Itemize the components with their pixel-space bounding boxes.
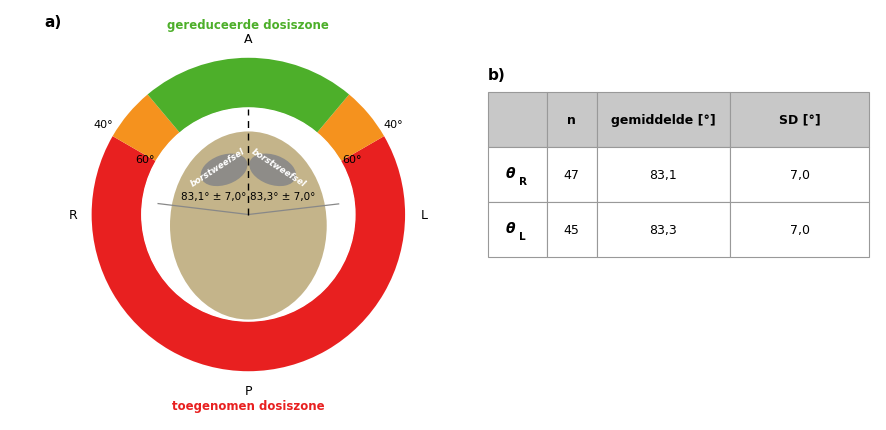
Text: 83,1° ± 7,0°: 83,1° ± 7,0° [181, 191, 246, 201]
Text: 83,1: 83,1 [649, 169, 676, 181]
Bar [487, 147, 547, 203]
Text: b): b) [487, 68, 505, 83]
Bar [487, 203, 547, 257]
Text: 7,0: 7,0 [789, 223, 809, 236]
Text: 40°: 40° [383, 120, 402, 130]
Bar [729, 203, 868, 257]
Ellipse shape [170, 132, 326, 320]
Wedge shape [113, 95, 180, 162]
Bar [729, 147, 868, 203]
Text: 47: 47 [563, 169, 579, 181]
Bar [596, 147, 729, 203]
Bar [487, 92, 547, 147]
Wedge shape [91, 137, 405, 372]
Text: 45: 45 [563, 223, 579, 236]
Text: toegenomen dosiszone: toegenomen dosiszone [172, 399, 324, 412]
Text: 83,3° ± 7,0°: 83,3° ± 7,0° [250, 191, 315, 201]
Text: L: L [518, 231, 525, 241]
Text: θ: θ [505, 221, 515, 236]
Text: L: L [420, 209, 427, 221]
Text: 60°: 60° [135, 155, 154, 165]
Bar [547, 92, 596, 147]
Text: R: R [518, 176, 526, 186]
Text: θ: θ [505, 167, 515, 181]
Text: 7,0: 7,0 [789, 169, 809, 181]
Text: 60°: 60° [342, 155, 361, 165]
Ellipse shape [200, 154, 247, 187]
Text: A: A [244, 34, 253, 46]
Bar [547, 203, 596, 257]
Text: gereduceerde dosiszone: gereduceerde dosiszone [167, 19, 329, 32]
Text: n: n [567, 114, 576, 126]
Circle shape [142, 109, 354, 321]
Bar [596, 92, 729, 147]
Text: borstweefsel: borstweefsel [250, 147, 307, 188]
Text: borstweefsel: borstweefsel [189, 147, 246, 188]
Text: 83,3: 83,3 [649, 223, 676, 236]
Text: SD [°]: SD [°] [778, 114, 820, 126]
Wedge shape [316, 95, 384, 162]
Text: gemiddelde [°]: gemiddelde [°] [610, 114, 715, 126]
Wedge shape [147, 58, 349, 134]
Text: R: R [68, 209, 77, 221]
Text: 40°: 40° [94, 120, 113, 130]
Bar [547, 147, 596, 203]
Text: a): a) [44, 15, 62, 30]
Ellipse shape [249, 154, 296, 187]
Bar [729, 92, 868, 147]
Bar [596, 203, 729, 257]
Text: P: P [245, 384, 252, 396]
